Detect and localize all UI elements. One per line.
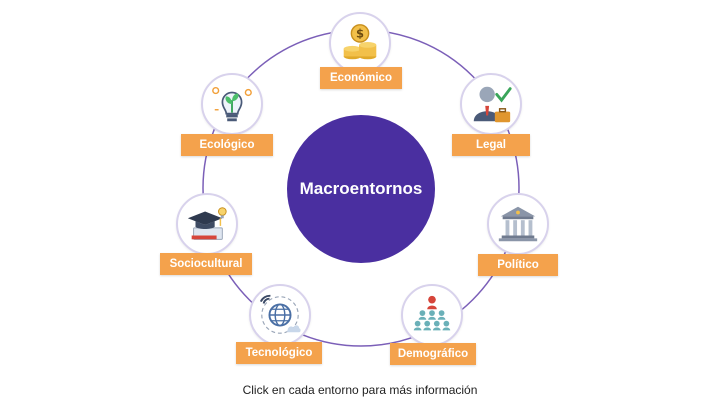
economico-icon-circle[interactable]: $: [329, 12, 391, 74]
sociocultural-icon-circle[interactable]: [176, 193, 238, 255]
plant-bulb-icon: [212, 86, 252, 122]
node-label-text: Tecnológico: [245, 347, 313, 359]
coins-icon: $: [343, 24, 377, 60]
node-label-text: Político: [497, 259, 539, 271]
politico-icon-circle[interactable]: [487, 193, 549, 255]
node-legal[interactable]: Legal: [452, 134, 530, 156]
government-building-icon: [498, 206, 538, 242]
lawyer-icon: [473, 86, 512, 123]
node-label-text: Económico: [330, 72, 392, 84]
node-sociocultural[interactable]: Sociocultural: [160, 253, 252, 275]
tecnologico-icon-circle[interactable]: [249, 284, 311, 346]
demografico-icon-circle[interactable]: [401, 284, 463, 346]
svg-text:$: $: [356, 27, 364, 41]
node-label-text: Legal: [475, 139, 507, 151]
node-label-text: Ecológico: [199, 139, 255, 151]
center-circle: Macroentornos: [287, 115, 435, 263]
node-economico[interactable]: Económico: [320, 67, 402, 89]
legal-icon-circle[interactable]: [460, 73, 522, 135]
population-icon: [413, 295, 451, 331]
node-tecnologico[interactable]: Tecnológico: [236, 342, 322, 364]
node-politico[interactable]: Político: [478, 254, 558, 276]
network-globe-icon: [259, 294, 301, 334]
instruction-text: Click en cada entorno para más informaci…: [242, 383, 478, 397]
node-demografico[interactable]: Demográfico: [390, 343, 476, 365]
ecologico-icon-circle[interactable]: [201, 73, 263, 135]
graduation-cap-icon: [187, 207, 227, 240]
center-title: Macroentornos: [299, 179, 423, 198]
node-ecologico[interactable]: Ecológico: [181, 134, 273, 156]
node-label-text: Demográfico: [397, 348, 469, 360]
node-label-text: Sociocultural: [169, 258, 243, 270]
